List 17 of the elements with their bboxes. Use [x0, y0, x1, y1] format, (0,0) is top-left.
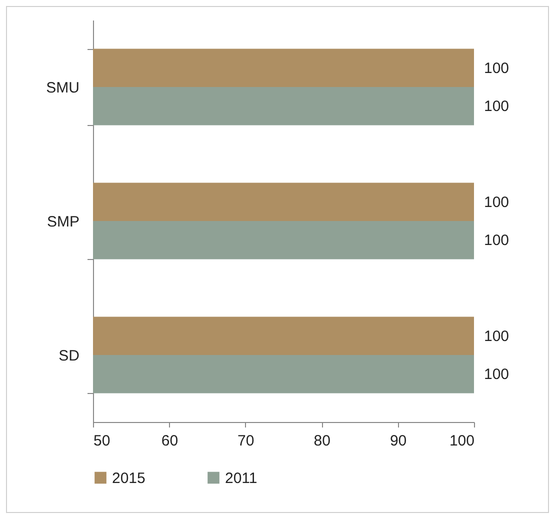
x-tick-label: 60 — [161, 432, 178, 450]
data-label: 100 — [484, 194, 510, 211]
data-label: 100 — [484, 328, 510, 345]
y-tick-label: SMP — [46, 214, 80, 230]
x-tick-label: 90 — [390, 432, 407, 450]
data-label: 100 — [484, 366, 510, 384]
data-label: 100 — [484, 232, 510, 250]
y-tick-label: SD — [58, 348, 80, 364]
x-tick-label: 70 — [238, 432, 254, 450]
y-tick-label: SMU — [46, 80, 80, 96]
x-tick-label: 100 — [449, 432, 474, 450]
data-label: 100 — [484, 60, 510, 77]
x-tick-label: 50 — [94, 432, 110, 450]
legend-label: 2011 — [225, 470, 258, 487]
legend-label: 2015 — [112, 470, 146, 487]
x-tick-label: 80 — [314, 432, 330, 450]
data-label: 100 — [484, 98, 510, 116]
